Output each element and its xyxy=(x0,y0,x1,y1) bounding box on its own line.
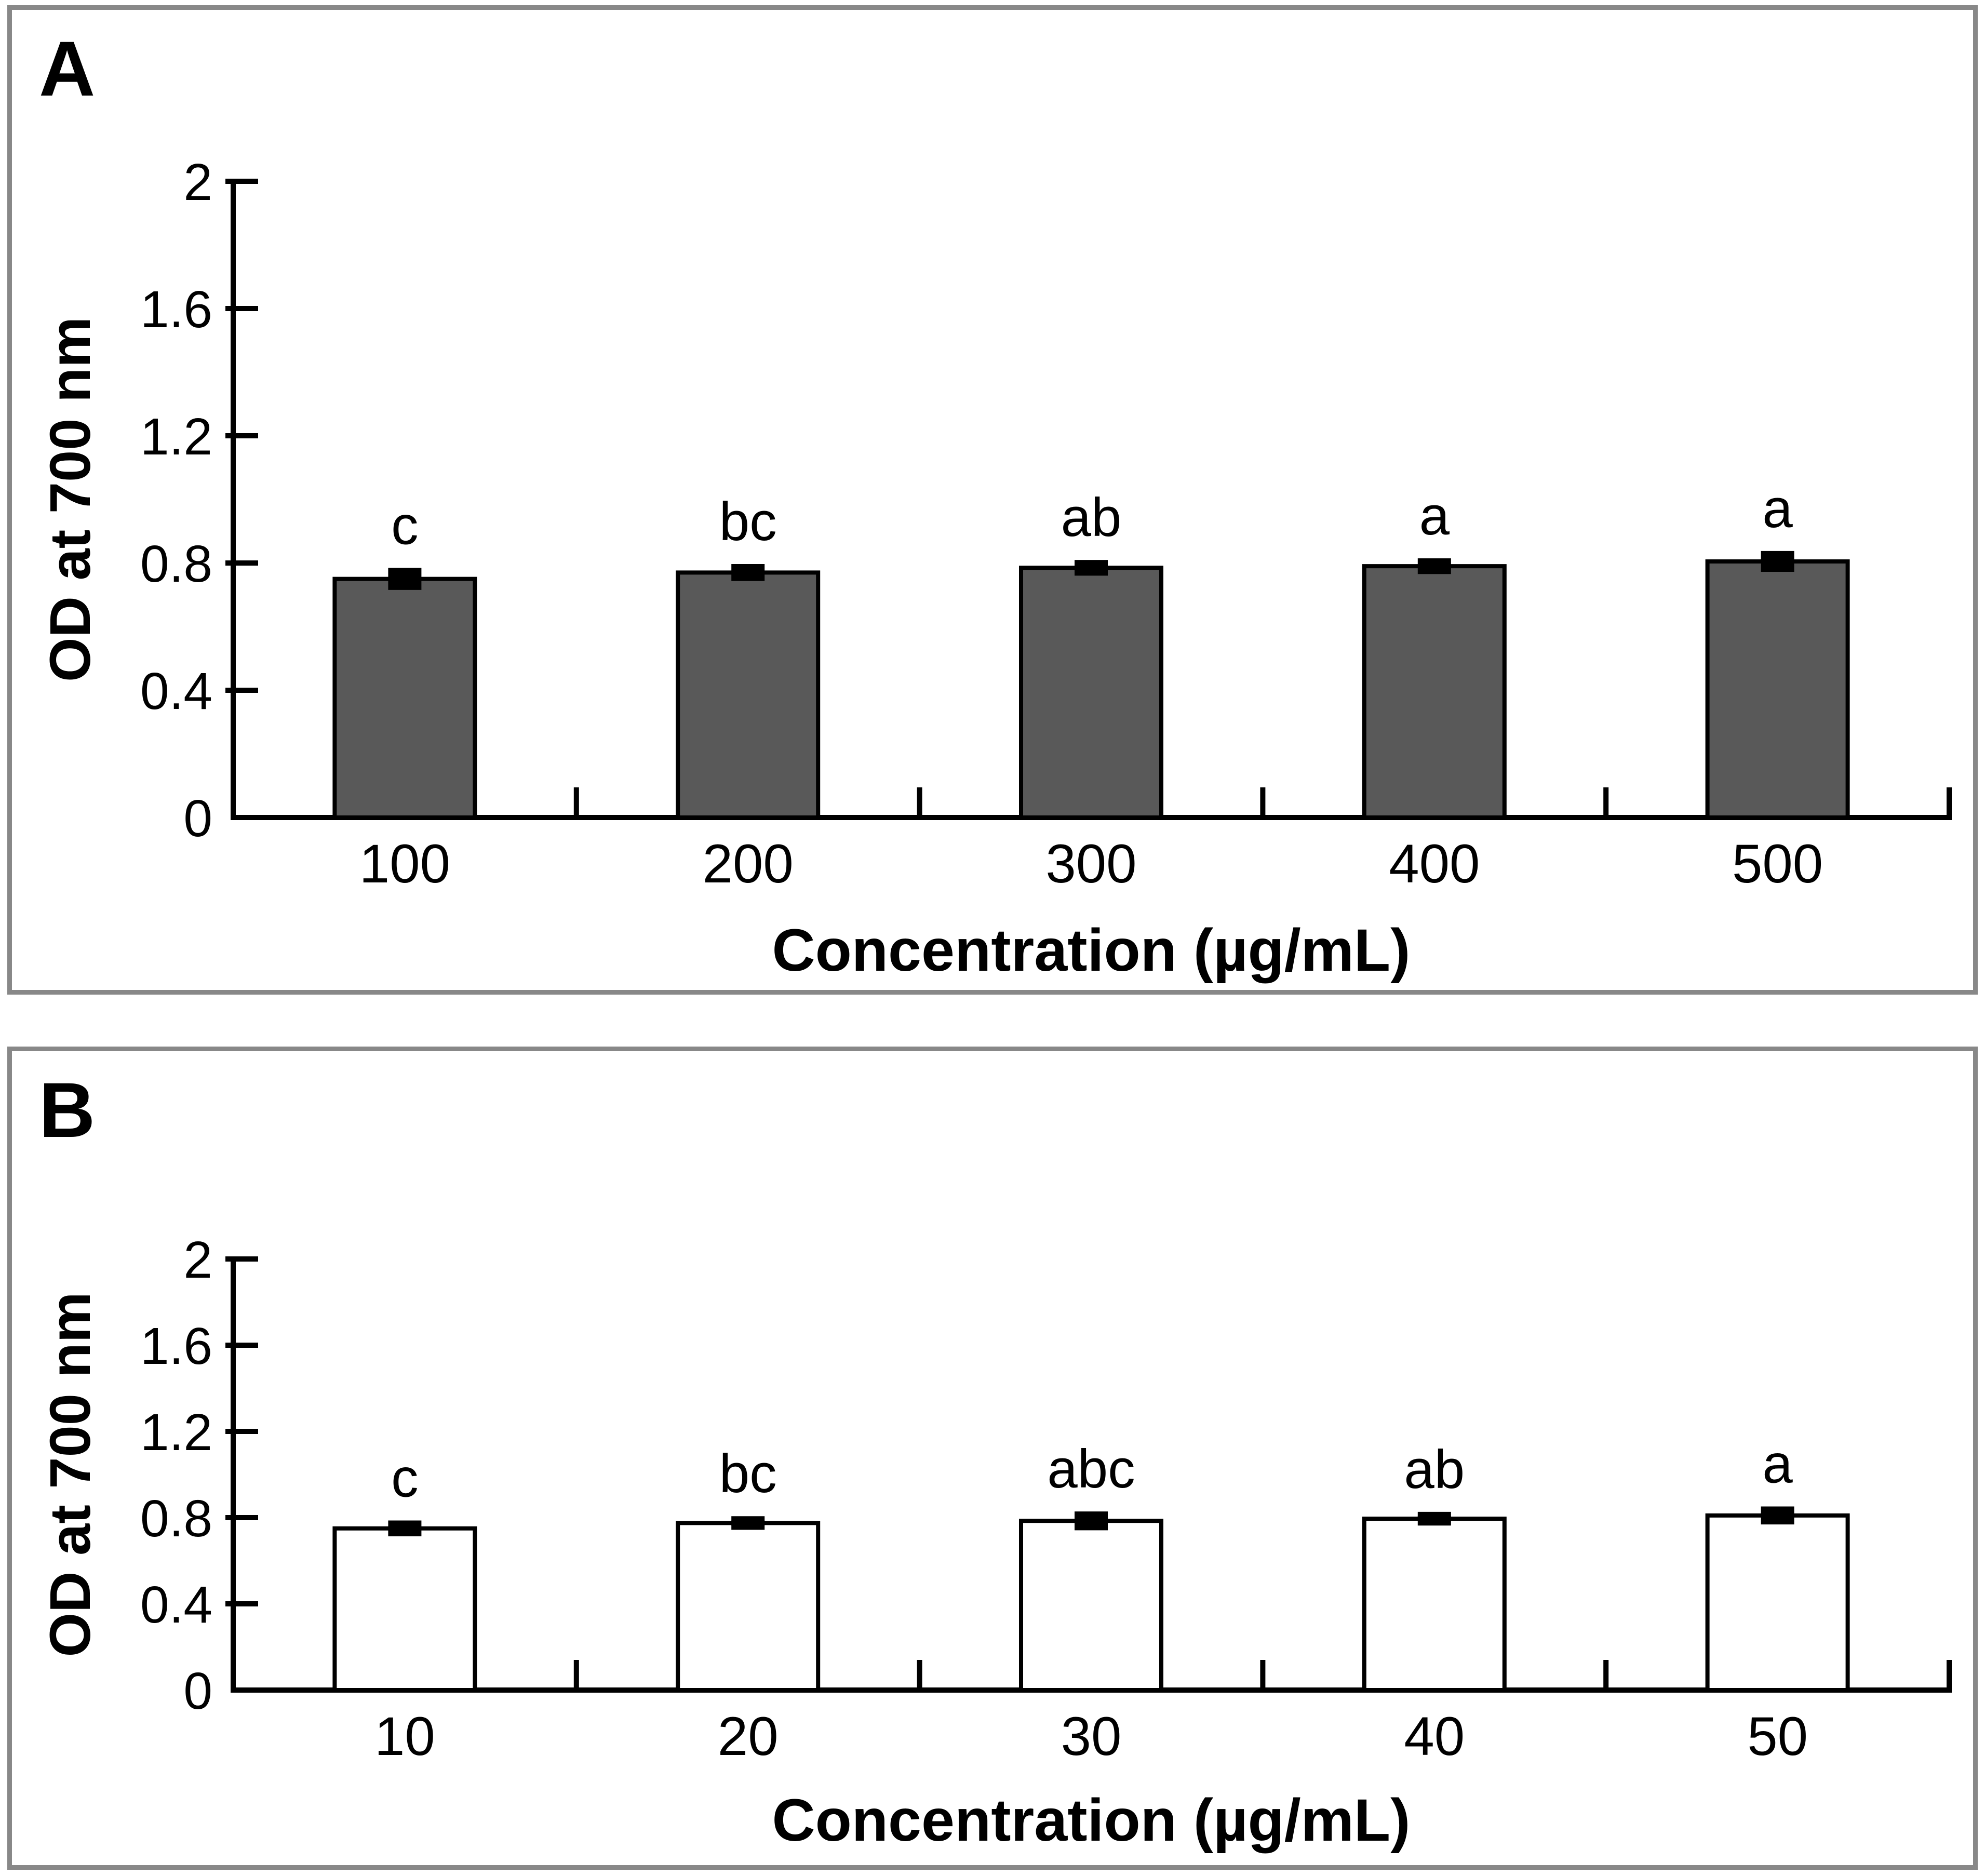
x-category-label-500: 500 xyxy=(1732,834,1823,894)
x-category-label-100: 100 xyxy=(359,834,450,894)
y-tick-label: 2 xyxy=(183,1231,212,1289)
bar-30 xyxy=(1019,1519,1163,1692)
panel-b-label: B xyxy=(39,1066,96,1154)
x-category-label-400: 400 xyxy=(1389,834,1480,894)
x-category-label-30: 30 xyxy=(1061,1706,1122,1767)
x-category-label-200: 200 xyxy=(703,834,794,894)
bar-400 xyxy=(1362,564,1507,820)
panel-a-label: A xyxy=(39,25,96,112)
x-category-label-20: 20 xyxy=(718,1706,779,1767)
bar-200 xyxy=(676,570,821,820)
bar-20 xyxy=(676,1521,821,1692)
panel-a: 0 0.4 0.8 1.2 1.6 2 OD at 700 nm c 100 bc 200 ab 300… xyxy=(7,5,1978,995)
x-category-label-300: 300 xyxy=(1045,834,1136,894)
bar-40 xyxy=(1362,1517,1507,1692)
bar-10 xyxy=(332,1526,477,1692)
y-tick-label: 2 xyxy=(183,153,212,211)
x-category-label-40: 40 xyxy=(1404,1706,1465,1767)
x-axis-title: Concentration (µg/mL) xyxy=(772,917,1411,984)
y-tick-label: 0.8 xyxy=(140,535,212,593)
y-tick-label: 0 xyxy=(183,789,212,848)
bar-50 xyxy=(1705,1513,1850,1692)
sig-letter-10: c xyxy=(391,1448,419,1509)
sig-letter-500: a xyxy=(1762,478,1793,539)
y-tick-label: 1.6 xyxy=(140,1317,212,1375)
bar-300 xyxy=(1019,566,1163,820)
sig-letter-200: bc xyxy=(719,491,777,552)
y-tick-label: 0.4 xyxy=(140,1576,212,1634)
y-axis-title: OD at 700 nm xyxy=(38,317,102,682)
panel-b: 0 0.4 0.8 1.2 1.6 2 OD at 700 nm c 10 bc 20 abc 30 ab… xyxy=(7,1047,1978,1870)
y-tick-label: 0 xyxy=(183,1662,212,1720)
sig-letter-30: abc xyxy=(1047,1439,1135,1499)
y-tick-label: 1.2 xyxy=(140,408,212,466)
sig-letter-400: a xyxy=(1419,486,1450,546)
sig-letter-50: a xyxy=(1762,1434,1793,1495)
x-axis-title: Concentration (µg/mL) xyxy=(772,1787,1411,1854)
sig-letter-40: ab xyxy=(1404,1439,1465,1500)
sig-letter-20: bc xyxy=(719,1443,777,1504)
panel-a-chart: 0 0.4 0.8 1.2 1.6 2 OD at 700 nm c 100 bc 200 ab 300… xyxy=(38,153,1952,984)
panel-b-chart: 0 0.4 0.8 1.2 1.6 2 OD at 700 nm c 10 bc 20 abc 30 ab… xyxy=(38,1231,1952,1854)
y-tick-label: 1.2 xyxy=(140,1403,212,1462)
sig-letter-100: c xyxy=(391,495,419,556)
sig-letter-300: ab xyxy=(1061,487,1122,548)
y-tick-label: 0.8 xyxy=(140,1490,212,1548)
y-tick-label: 0.4 xyxy=(140,662,212,720)
bar-100 xyxy=(332,577,477,820)
y-axis-title: OD at 700 nm xyxy=(38,1292,102,1657)
y-tick-label: 1.6 xyxy=(140,280,212,339)
x-category-label-10: 10 xyxy=(374,1706,435,1767)
bar-500 xyxy=(1705,559,1850,820)
x-category-label-50: 50 xyxy=(1747,1706,1808,1767)
